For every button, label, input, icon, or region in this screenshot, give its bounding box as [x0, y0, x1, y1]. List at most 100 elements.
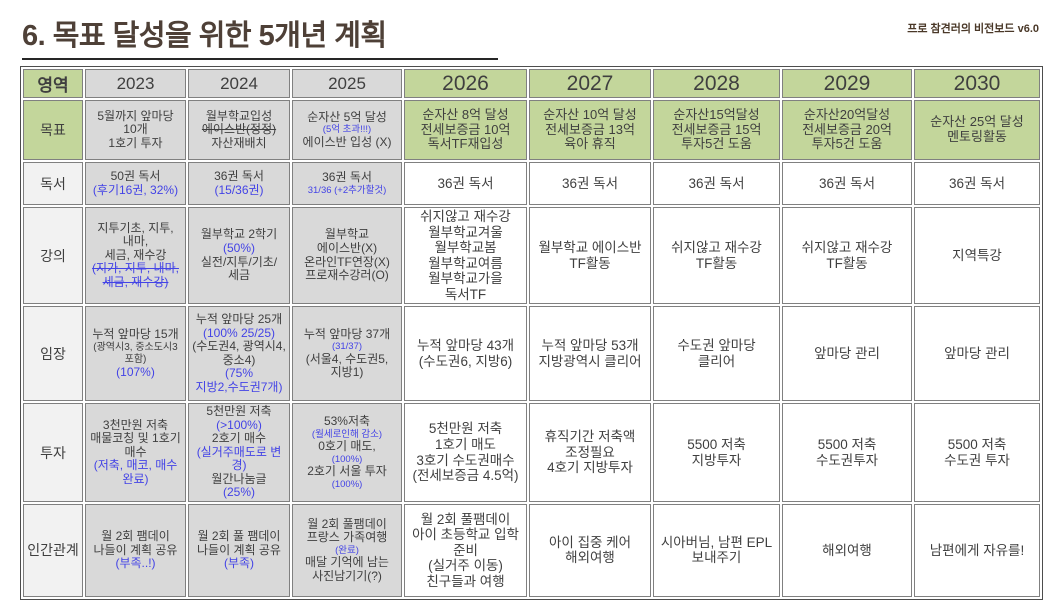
cell-line: 에이스반 입성 (X) [302, 134, 392, 149]
cell-line: 월부학교가을 [428, 271, 503, 287]
row-label-lecture: 강의 [23, 207, 83, 305]
cell-line: (부족) [223, 556, 255, 571]
cell-line: 월부학교 에이스반 [538, 240, 642, 256]
cell-line: 31/36 (+2추가할것) [307, 184, 387, 196]
cell-line: 사진남기기(?) [312, 568, 382, 583]
cell-goal-2030: 순자산 25억 달성 멘토링활동 [914, 100, 1040, 160]
year-header-2026: 2026 [404, 69, 527, 98]
cell-line: 36권 독서 [818, 175, 876, 191]
cell-reading-2025: 36권 독서 31/36 (+2추가할것) [292, 162, 402, 205]
cell-line: (15/36권) [214, 182, 264, 197]
cell-line: 36권 독서 [322, 170, 372, 185]
cell-field-visit-2027: 누적 앞마당 53개 지방광역시 클리어 [529, 306, 651, 402]
cell-investment-2028: 5500 저축 지방투자 [653, 403, 780, 502]
cell-goal-2023: 5월까지 앞마당 10개 1호기 투자 [85, 100, 186, 160]
cell-line: (월세로인해 감소) [311, 428, 383, 440]
cell-investment-2024: 5천만원 저축 (>100%) 2호기 매수 (실거주매도로 변경) 월간나눔글 (25%… [188, 403, 290, 502]
cell-line: 50권 독서 [110, 168, 161, 183]
cell-reading-2024: 36권 독서 (15/36권) [188, 162, 290, 205]
cell-reading-2030: 36권 독서 [914, 162, 1040, 205]
cell-line: 해외여행 [565, 550, 615, 566]
cell-line: 36권 독서 [561, 175, 619, 191]
cell-field-visit-2024: 누적 앞마당 25개 (100% 25/25) (수도권4, 광역시4, 중소4) (7… [188, 306, 290, 402]
cell-line: 조정필요 [565, 444, 615, 460]
cell-line: (>100%) [216, 417, 262, 432]
table-row-lecture: 강의 지투기초, 지투, 내마, 세금, 재수강 (지가, 지투, 내마, 세금, 재수강… [23, 207, 1040, 305]
cell-line: (저축, 매코, 매수 [93, 458, 178, 473]
cell-line: (부족..!) [115, 556, 156, 571]
cell-relationships-2027: 아이 집중 케어 해외여행 [529, 503, 651, 597]
cell-line: 매수 [124, 444, 147, 459]
cell-relationships-2025: 월 2회 풀팸데이 프랑스 가족여행 (완료) 매달 기억에 남는 사진남기기(?) [292, 503, 402, 597]
cell-line: 누적 앞마당 15개 [92, 327, 179, 342]
cell-line: 세금, 재수강 [104, 247, 167, 262]
cell-goal-2029: 순자산20억달성 전세보증금 20억 투자5건 도움 [782, 100, 912, 160]
plan-table: 영역 2023 2024 2025 2026 2027 2028 2029 2030 목표 5월까지… [20, 66, 1043, 600]
cell-line: 시아버님, 남편 EPL [660, 534, 773, 550]
cell-line: (31/37) [331, 341, 363, 353]
cell-line: (100%) [331, 478, 363, 490]
cell-line: 순자산 8억 달성 [422, 106, 509, 122]
cell-line: 10개 [123, 122, 148, 137]
cell-investment-2029: 5500 저축 수도권투자 [782, 403, 912, 502]
cell-lecture-2027: 월부학교 에이스반 TF활동 [529, 207, 651, 305]
cell-line: 해외여행 [822, 542, 872, 558]
cell-line: 준비 [453, 542, 478, 558]
cell-lecture-2028: 쉬지않고 재수강 TF활동 [653, 207, 780, 305]
cell-reading-2023: 50권 독서 (후기16권, 32%) [85, 162, 186, 205]
cell-line: 월부학교겨울 [428, 224, 503, 240]
cell-line: 월 2회 팸데이 [101, 529, 170, 544]
cell-line: 수도권투자 [815, 452, 879, 468]
watermark: 프로 참견러의 비전보드 v6.0 [907, 23, 1039, 35]
cell-line: 2호기 매수 [211, 431, 267, 446]
cell-investment-2030: 5500 저축 수도권 투자 [914, 403, 1040, 502]
cell-line: 프로재수강러(O) [305, 268, 389, 283]
cell-line: 앞마당 관리 [944, 345, 1010, 361]
table-row-reading: 독서 50권 독서 (후기16권, 32%) 36권 독서 (15/36권) 36권 독서… [23, 162, 1040, 205]
cell-line: 아이 초등학교 입학 [412, 527, 519, 543]
cell-line: 실전/지투/기초/ [200, 254, 278, 269]
cell-lecture-2029: 쉬지않고 재수강 TF활동 [782, 207, 912, 305]
year-header-2030: 2030 [914, 69, 1040, 98]
cell-line: (완료) [335, 544, 359, 556]
cell-line: 휴직기간 저축액 [544, 429, 636, 445]
cell-line: 지투기초, 지투, [97, 220, 174, 235]
cell-line: 쉬지않고 재수강 [801, 240, 893, 256]
cell-line: 앞마당 관리 [814, 345, 880, 361]
cell-line: 포함) [124, 353, 147, 365]
cell-line: 월간나눔글 [211, 471, 267, 486]
cell-line: 보내주기 [691, 550, 742, 566]
cell-line: 중소4) [222, 352, 256, 367]
row-label-relationships: 인간관계 [23, 503, 83, 597]
year-header-2027: 2027 [529, 69, 651, 98]
cell-line: 클리어 [697, 353, 736, 369]
cell-line: 5월까지 앞마당 [97, 108, 174, 123]
cell-lecture-2024: 월부학교 2학기 (50%) 실전/지투/기초/세금 [188, 207, 290, 305]
cell-relationships-2030: 남편에게 자유를! [914, 503, 1040, 597]
cell-line: (100% 25/25) [202, 325, 276, 340]
cell-line: 세금, 재수강) [102, 274, 169, 289]
cell-line: 독서TF재입성 [427, 136, 504, 152]
table-row-goal: 목표 5월까지 앞마당 10개 1호기 투자 월부학교입성 에이스반(정정) 자산재배치 순자… [23, 100, 1040, 160]
cell-line: 순자산15억달성 [673, 106, 760, 122]
cell-line: 월부학교 [324, 227, 370, 242]
cell-line: 전세보증금 13억 [545, 121, 635, 137]
cell-line: 4호기 지방투자 [547, 460, 633, 476]
cell-line: TF활동 [695, 255, 738, 271]
table-row-field-visit: 임장 누적 앞마당 15개 (광역시3, 중소도시3 포함) (107%) 누적 앞마당 … [23, 306, 1040, 402]
cell-line: 에이스반(X) [316, 241, 378, 255]
cell-line: 에이스반(정정) [201, 122, 277, 137]
cell-line: 세금 [227, 268, 251, 283]
cell-line: (수도권6, 지방6) [418, 353, 513, 369]
cell-line: 36권 독서 [948, 175, 1006, 191]
cell-line: 지방광역시 클리어 [538, 353, 642, 369]
cell-lecture-2023: 지투기초, 지투, 내마, 세금, 재수강 (지가, 지투, 내마, 세금, 재수강) [85, 207, 186, 305]
cell-relationships-2029: 해외여행 [782, 503, 912, 597]
year-header-2029: 2029 [782, 69, 912, 98]
cell-line: (실거주 이동) [428, 558, 503, 574]
cell-goal-2025: 순자산 5억 달성 (5억 초과!!!) 에이스반 입성 (X) [292, 100, 402, 160]
year-header-2025: 2025 [292, 69, 402, 98]
cell-field-visit-2026: 누적 앞마당 43개 (수도권6, 지방6) [404, 306, 527, 402]
cell-field-visit-2023: 누적 앞마당 15개 (광역시3, 중소도시3 포함) (107%) [85, 306, 186, 402]
